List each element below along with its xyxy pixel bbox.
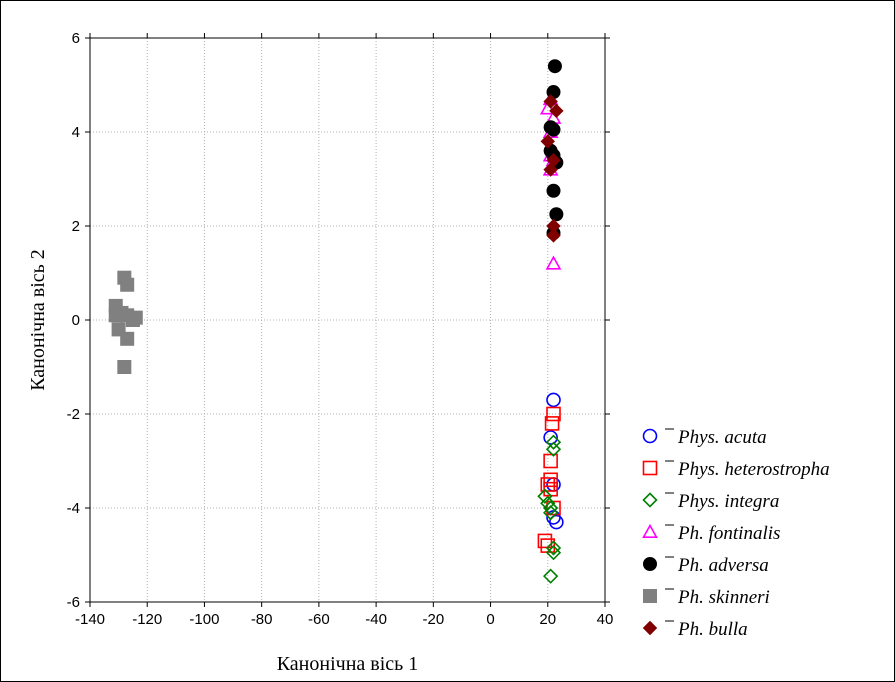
legend-marker	[642, 620, 658, 636]
data-point	[547, 59, 562, 74]
x-tick-label: 40	[597, 611, 614, 628]
y-tick-label: 4	[72, 124, 80, 141]
data-point	[546, 183, 561, 198]
data-point	[540, 477, 556, 492]
data-point	[543, 505, 559, 521]
legend-item: Ph. adversa	[643, 555, 769, 576]
data-point	[543, 430, 558, 445]
data-point	[545, 540, 562, 556]
series-phys-integra	[537, 434, 562, 584]
series-ph-bulla	[540, 94, 564, 243]
legend-marker	[643, 557, 657, 571]
series-phys-heterostropha	[537, 406, 561, 553]
data-point	[545, 545, 562, 561]
legend-marker	[642, 460, 658, 476]
legend-marker	[642, 523, 658, 539]
data-point	[543, 500, 559, 516]
legend-label: Phys. integra	[677, 491, 779, 512]
data-point	[546, 122, 561, 137]
legend-item: Ph. fontinalis	[642, 523, 780, 544]
y-tick-label: -6	[67, 594, 80, 611]
plot-area	[89, 37, 606, 603]
data-point	[543, 472, 558, 488]
y-axis-title: Канонічна вісь 2	[27, 249, 49, 391]
legend-label: Ph. adversa	[677, 555, 769, 576]
legend-item: Ph. skinneri	[643, 587, 770, 608]
x-tick-label: -100	[189, 611, 219, 628]
series-ph-skinneri	[108, 270, 143, 374]
data-point	[549, 103, 564, 119]
data-point	[549, 514, 564, 530]
x-tick-label: -20	[422, 611, 444, 628]
data-point	[543, 94, 558, 109]
data-point	[537, 533, 553, 549]
legend-item: Phys. heterostropha	[642, 459, 830, 480]
data-point	[117, 360, 132, 374]
legend-label: Ph. fontinalis	[677, 523, 780, 544]
x-tick-label: -40	[365, 611, 387, 628]
legend-label: Ph. skinneri	[677, 587, 770, 608]
legend-item: Phys. acuta	[642, 427, 767, 448]
legend-item: Ph. bulla	[642, 619, 748, 640]
data-point	[540, 134, 555, 149]
y-tick-label: 0	[72, 312, 80, 329]
legend-marker	[643, 589, 657, 603]
data-point	[546, 406, 561, 422]
y-tick-label: 6	[72, 30, 80, 47]
y-tick-label: -2	[67, 406, 80, 423]
x-tick-label: -80	[251, 611, 273, 628]
data-point	[546, 228, 561, 243]
x-tick-label: -120	[132, 611, 162, 628]
data-point	[545, 441, 562, 457]
data-points	[108, 59, 564, 584]
y-tick-label: -4	[67, 500, 80, 517]
data-point	[125, 313, 140, 327]
series-ph-adversa	[543, 59, 564, 241]
data-point	[537, 488, 553, 504]
series-ph-fontinalis	[539, 90, 562, 270]
legend: Phys. acuta Phys. heterostropha Phys. inte…	[642, 427, 830, 640]
data-point	[120, 277, 135, 292]
data-point	[120, 331, 135, 346]
data-point	[545, 255, 562, 270]
x-tick-label: 20	[539, 611, 556, 628]
data-point	[543, 481, 558, 497]
x-tick-label: -140	[75, 611, 105, 628]
legend-label: Phys. heterostropha	[677, 459, 830, 480]
legend-item: Phys. integra	[642, 491, 779, 512]
data-point	[543, 162, 558, 177]
legend-label: Phys. acuta	[677, 427, 767, 448]
x-tick-label: -60	[308, 611, 330, 628]
grid-lines	[90, 38, 605, 602]
legend-marker	[642, 428, 658, 444]
data-point	[543, 568, 559, 584]
y-tick-label: 2	[72, 218, 80, 235]
x-axis-title: Канонічна вісь 1	[277, 653, 419, 675]
legend-marker	[642, 492, 658, 508]
data-point	[545, 434, 562, 450]
data-point	[546, 392, 561, 408]
data-point	[549, 207, 564, 222]
data-point	[544, 416, 560, 431]
data-point	[543, 453, 558, 469]
x-tick-label: 0	[486, 611, 494, 628]
legend-label: Ph. bulla	[677, 619, 748, 640]
